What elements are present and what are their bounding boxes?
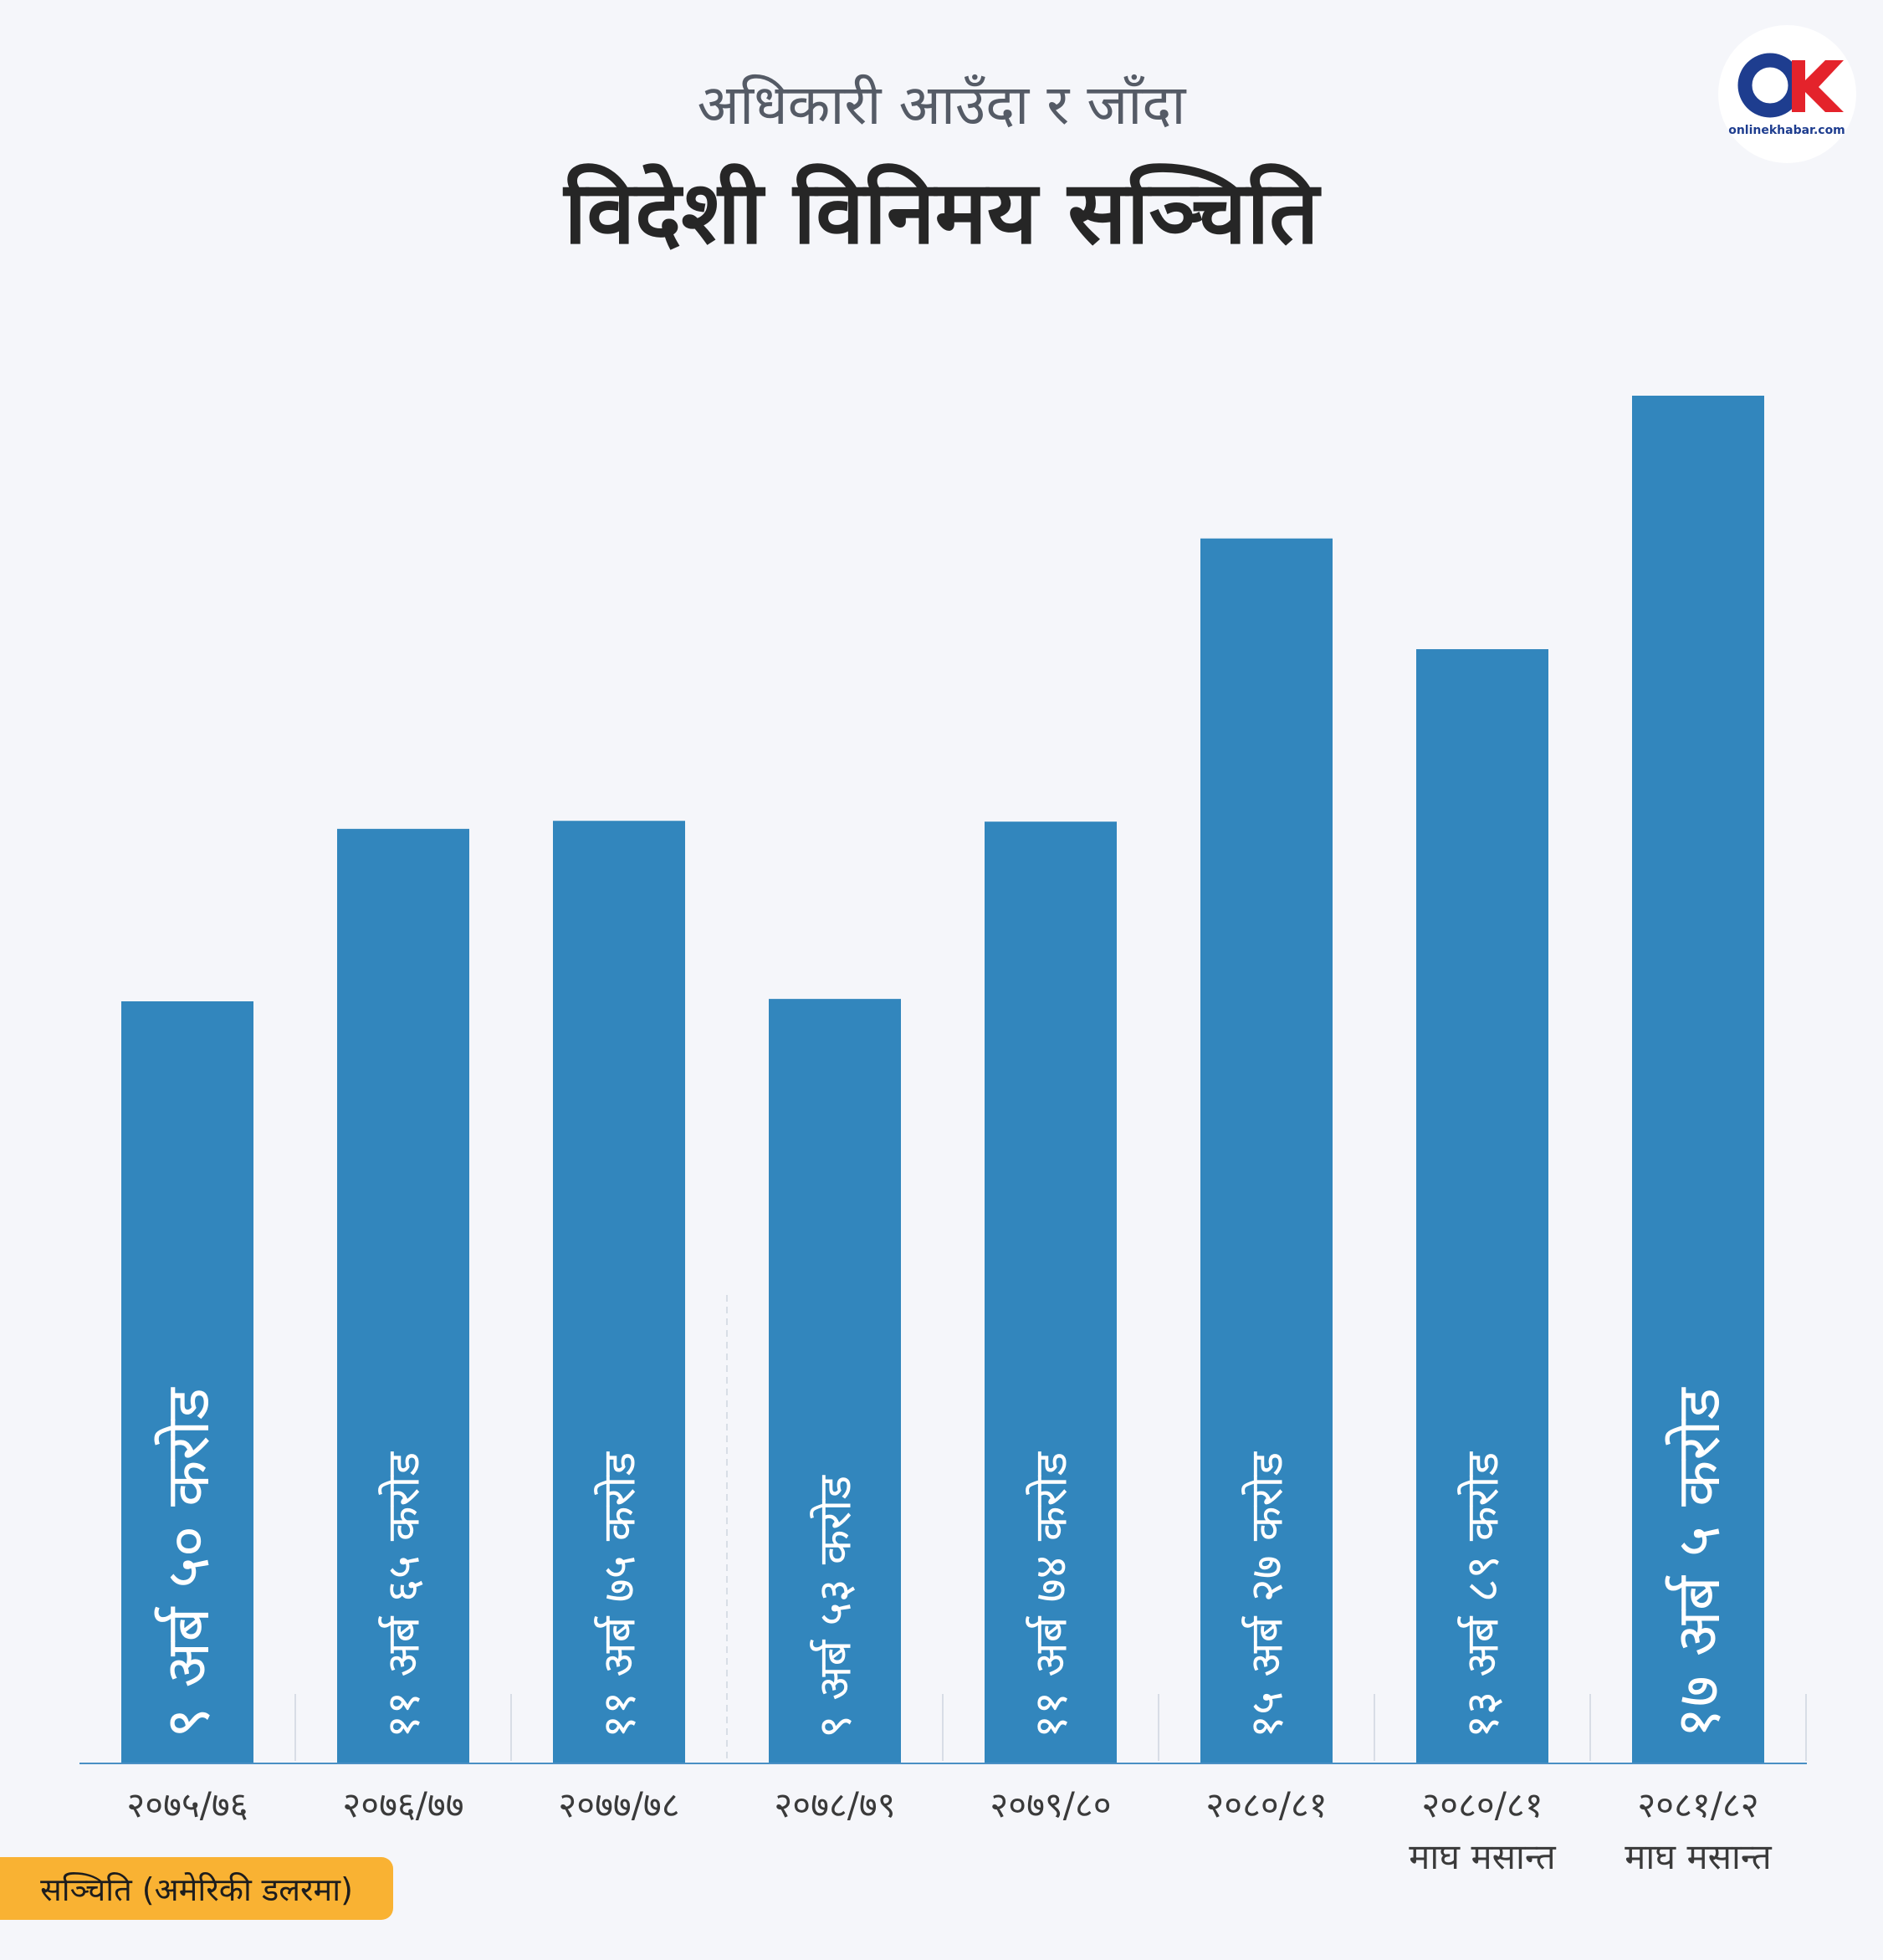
bar-value-label-1: ९ अर्ब ५० करोड [152,1387,223,1738]
bar-2 [337,828,469,1764]
bar-value-label-7: १३ अर्ब ८९ करोड [1456,1451,1509,1738]
bar-value-label-3: ११ अर्ब ७५ करोड [593,1451,646,1738]
chart-subtitle: अधिकारी आउँदा र जाँदा [697,73,1186,137]
onlinekhabar-logo: onlinekhabar.com [1718,25,1856,163]
bar-value-label-6: १५ अर्ब २७ करोड [1241,1451,1293,1738]
bar-value-label-4: ९ अर्ब ५३ करोड [809,1475,862,1738]
bar-value-label-8: १७ अर्ब ५ करोड [1663,1387,1733,1738]
x-tick-label-7-line2: माघ मसान्त [1409,1836,1556,1877]
chart-title: विदेशी विनिमय सञ्चिति [564,161,1319,264]
legend-badge: सञ्चिति (अमेरिकी डलरमा) [0,1857,393,1920]
x-tick-label-8-line2: माघ मसान्त [1625,1836,1772,1877]
x-tick-label-5: २०७९/८० [990,1784,1111,1825]
x-tick-label-8: २०८१/८२ [1637,1784,1758,1825]
x-tick-label-7: २०८०/८१ [1421,1784,1543,1825]
x-tick-label-1: २०७५/७६ [126,1784,248,1825]
bar-6 [1200,538,1333,1763]
x-tick-label-3: २०७७/७८ [558,1784,679,1825]
bar-3 [553,821,685,1763]
bar-7 [1416,649,1548,1763]
x-tick-label-4: २०७८/७९ [774,1784,895,1825]
bar-value-label-2: ११ अर्ब ६५ करोड [377,1451,430,1738]
bar-1 [121,1001,253,1763]
logo-text: onlinekhabar.com [1728,124,1845,137]
x-tick-label-2: २०७६/७७ [342,1784,463,1825]
bar-8 [1632,396,1764,1763]
x-tick-label-6: २०८०/८१ [1205,1784,1327,1825]
bar-value-label-5: ११ अर्ब ७४ करोड [1025,1451,1077,1738]
bar-4 [769,999,901,1763]
bar-5 [985,821,1117,1763]
ok-logo-icon: onlinekhabar.com [1728,53,1845,137]
